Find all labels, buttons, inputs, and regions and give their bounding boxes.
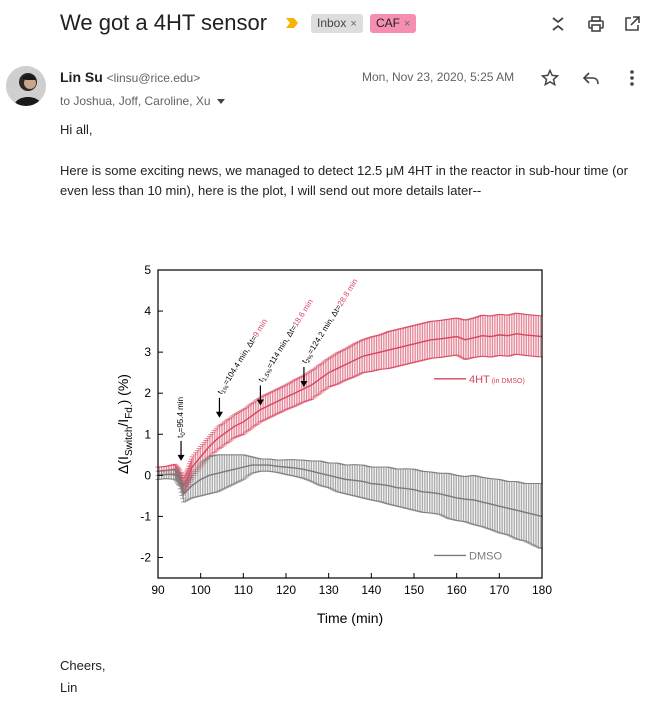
series-line-1: [157, 464, 543, 518]
annotation-arrowhead-2: [256, 399, 264, 406]
x-tick-label: 130: [319, 583, 339, 597]
y-axis-label-part: ) (%): [115, 374, 131, 404]
label-caf-text: CAF: [376, 16, 400, 30]
annotation-arrowhead-3: [300, 380, 308, 387]
annotation-text-part: 9 min: [251, 317, 269, 338]
chevron-down-icon[interactable]: [216, 99, 225, 105]
y-axis-label-part: Fd.: [124, 404, 135, 418]
series-line-0: [157, 332, 543, 488]
reply-icon[interactable]: [581, 68, 601, 88]
open-in-new-window-icon[interactable]: [622, 14, 642, 34]
x-tick-label: 100: [191, 583, 211, 597]
series-1: [155, 454, 543, 549]
plot-frame: [157, 269, 543, 579]
annotation-text-part: =114 min, Δt=: [265, 323, 299, 370]
legend-label-0: 4HT (in DMSO): [469, 374, 525, 386]
y-axis-label: Δ(ISwitch/IFd.) (%): [115, 374, 135, 474]
x-tick-label: 150: [404, 583, 424, 597]
annotation-text-part: =95.4 min: [176, 397, 185, 432]
y-tick-label: 2: [144, 386, 151, 400]
x-tick-label: 90: [151, 583, 165, 597]
y-tick-label: 4: [144, 304, 151, 318]
sender-name[interactable]: Lin Su: [60, 69, 103, 85]
y-tick-label: -1: [140, 509, 151, 523]
annotation-text-part: 1%: [221, 384, 231, 395]
y-tick-label: 3: [144, 345, 151, 359]
remove-label-inbox-icon[interactable]: ×: [350, 18, 357, 30]
annotation-text-part: t: [176, 435, 185, 438]
annotation-text-part: 0: [181, 432, 187, 436]
sender: Lin Su <linsu@rice.edu>: [60, 69, 200, 85]
chart: 90 100 110 120 130 140 150 160 170 180 -2 -1 0 1 2 3 4 5 T…: [115, 263, 552, 626]
y-axis-label-part: /I: [115, 419, 131, 427]
label-caf[interactable]: CAF ×: [370, 14, 417, 33]
y-axis-label-part: Switch: [124, 427, 135, 456]
signature: Lin: [60, 680, 78, 695]
avatar[interactable]: [6, 66, 46, 106]
legend-name: DMSO: [469, 550, 502, 562]
important-marker-icon[interactable]: [285, 17, 299, 29]
y-axis-label-part: Δ(I: [115, 456, 131, 474]
more-vertical-icon[interactable]: [622, 68, 642, 88]
annotation-text-part: =124.2 min, Δt=: [306, 303, 344, 356]
print-icon[interactable]: [586, 14, 606, 34]
annotation-label-1: t1%=104.4 min, Δt=9 min: [216, 317, 271, 397]
annotation-text-part: 18.6 min: [291, 297, 315, 328]
star-icon[interactable]: [540, 68, 560, 88]
legend-name: 4HT: [469, 374, 490, 386]
annotation-text-part: 2%: [305, 353, 315, 364]
email-date: Mon, Nov 23, 2020, 5:25 AM: [362, 70, 515, 84]
y-tick-label: 0: [144, 468, 151, 482]
x-tick-label: 170: [489, 583, 509, 597]
recipients-text: to Joshua, Joff, Caroline, Xu: [60, 94, 211, 108]
collapse-icon[interactable]: [548, 14, 568, 34]
annotation-text-part: t: [300, 358, 309, 365]
y-tick-label: 1: [144, 427, 151, 441]
y-tick-label: -2: [140, 550, 151, 564]
body-paragraph: Here is some exciting news, we managed t…: [60, 163, 628, 198]
email-subject: We got a 4HT sensor: [60, 10, 268, 35]
annotation-text-part: =104.4 min, Δt=: [221, 334, 259, 387]
sender-email: <linsu@rice.edu>: [106, 71, 201, 85]
greeting: Hi all,: [60, 122, 93, 137]
annotation-arrowhead-0: [177, 454, 185, 461]
series-0: [155, 312, 543, 495]
annotation-text-part: t: [216, 389, 225, 396]
legend-label-1: DMSO: [469, 550, 502, 562]
avatar-image: [6, 66, 46, 106]
x-tick-label: 110: [234, 583, 253, 597]
label-inbox[interactable]: Inbox ×: [311, 14, 363, 33]
x-axis-label: Time (min): [317, 610, 383, 626]
x-tick-label: 160: [447, 583, 467, 597]
label-inbox-text: Inbox: [317, 16, 347, 30]
x-tick-label: 140: [361, 583, 381, 597]
x-tick-label: 180: [532, 583, 552, 597]
closing: Cheers,: [60, 658, 106, 673]
annotation-text-part: 28.8 min: [336, 277, 360, 308]
remove-label-caf-icon[interactable]: ×: [404, 18, 411, 30]
annotation-label-0: t0=95.4 min: [176, 397, 187, 438]
annotation-arrowhead-1: [215, 411, 223, 418]
x-tick-label: 120: [276, 583, 296, 597]
recipients[interactable]: to Joshua, Joff, Caroline, Xu: [60, 94, 225, 108]
legend-suffix: (in DMSO): [490, 378, 525, 385]
annotation-text-part: t: [256, 376, 265, 383]
y-tick-label: 5: [144, 263, 151, 277]
annotation-label-3: t2%=124.2 min, Δt=28.8 min: [300, 277, 361, 366]
